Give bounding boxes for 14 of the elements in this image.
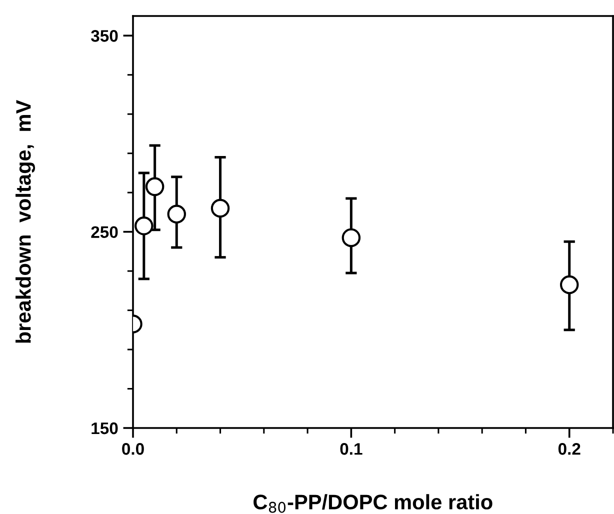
y-tick-label: 350 [90, 30, 118, 42]
point [560, 275, 579, 294]
x-axis-title: C$_{80}$-PP/DOPC mole ratio [254, 494, 492, 513]
point [210, 198, 230, 218]
x-tick-label: 0.1 [340, 443, 362, 455]
y-tick-label: 250 [91, 226, 118, 238]
point [167, 204, 186, 224]
point [342, 228, 361, 248]
y-tick-label: 150 [92, 422, 118, 434]
y-axis-title: breakdown voltage, mV [16, 100, 36, 343]
x-tick-label: 0.2 [558, 443, 580, 455]
x-tick-label: 0.0 [122, 443, 144, 455]
point [145, 177, 164, 196]
point [134, 216, 154, 236]
